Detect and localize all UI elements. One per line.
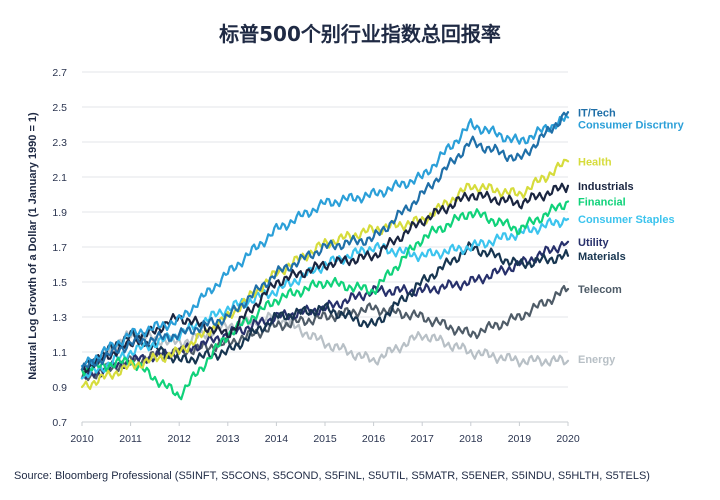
y-tick-label: 2.5 [52, 102, 67, 114]
series-label: Energy [578, 354, 616, 366]
series-line-financial [80, 200, 570, 401]
x-tick-label: 2017 [411, 433, 435, 445]
y-tick-label: 2.7 [52, 67, 67, 79]
series-line-it-tech [80, 111, 570, 371]
series-label: IT/Tech [578, 107, 616, 119]
series-label: Financial [578, 197, 626, 209]
y-tick-label: 1.5 [52, 277, 67, 289]
series-line-consumer-discrtnry [80, 114, 570, 368]
x-tick-label: 2019 [508, 433, 532, 445]
series-line-health [80, 158, 570, 390]
grid-lines [82, 71, 568, 423]
series-label: Telecom [578, 284, 622, 296]
x-tick-label: 2016 [362, 433, 386, 445]
chart-title: 标普500个别行业指数总回报率 [219, 22, 501, 46]
series-label: Materials [578, 251, 626, 263]
x-tick-label: 2015 [313, 433, 337, 445]
y-tick-label: 1.9 [52, 207, 67, 219]
series-label: Consumer Discrtnry [578, 120, 685, 132]
series-line-materials [80, 241, 570, 371]
x-tick-label: 2013 [216, 433, 240, 445]
y-tick-label: 1.1 [52, 347, 67, 359]
x-axis-ticks: 2010 2011 2012 2013 2014 2015 2016 2017 2018 2019… [70, 421, 580, 445]
y-tick-label: 1.3 [52, 312, 67, 324]
x-tick-label: 2020 [556, 433, 580, 445]
source-note: Source: Bloomberg Professional (S5INFT, … [14, 470, 650, 482]
series-label: Consumer Staples [578, 214, 675, 226]
y-tick-label: 2.1 [52, 172, 67, 184]
y-axis-ticks: 0.7 0.9 1.1 1.3 1.5 1.7 1.9 2.1 2.3 2.5 2.7 [52, 67, 67, 429]
x-tick-label: 2014 [265, 433, 289, 445]
y-tick-label: 0.9 [52, 382, 67, 394]
series-label: Health [578, 156, 612, 168]
series-line-consumer-staples [80, 217, 570, 380]
x-tick-label: 2012 [168, 433, 192, 445]
series-label: Industrials [578, 181, 634, 193]
series-label: Utility [578, 237, 609, 249]
x-tick-label: 2010 [70, 433, 94, 445]
y-axis-title: Natural Log Growth of a Dollar (1 Januar… [27, 112, 39, 380]
series-line-industrials [80, 182, 570, 374]
series-lines [80, 111, 570, 401]
x-tick-label: 2018 [459, 433, 483, 445]
y-tick-label: 1.7 [52, 242, 67, 254]
y-tick-label: 0.7 [52, 417, 67, 429]
y-tick-label: 2.3 [52, 137, 67, 149]
x-tick-label: 2011 [119, 433, 142, 445]
